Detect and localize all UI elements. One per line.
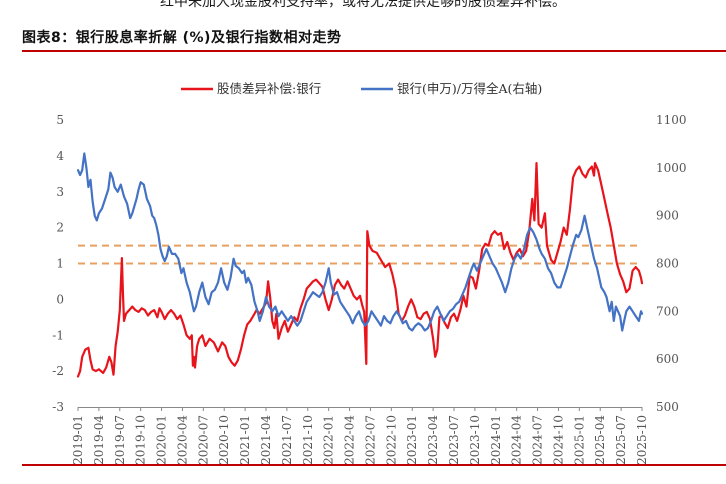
left-tick-label: -3 — [52, 400, 64, 414]
x-tick-label: 2020-10 — [217, 415, 231, 465]
x-tick-label: 2024-07 — [531, 415, 545, 465]
x-tick-label: 2019-10 — [134, 415, 148, 465]
right-tick-label: 1100 — [656, 113, 687, 127]
left-tick-label: 3 — [56, 185, 64, 199]
left-tick-label: 5 — [56, 113, 64, 127]
figure-title-bar: 图表8：银行股息率折解 (%)及银行指数相对走势 — [22, 21, 726, 49]
legend-label-blue: 银行(申万)/万得全A(右轴) — [397, 81, 542, 96]
x-tick-label: 2022-04 — [343, 415, 357, 465]
left-tick-label: -1 — [52, 328, 64, 342]
left-tick-label: -2 — [52, 364, 64, 378]
right-tick-label: 1000 — [656, 161, 687, 175]
x-tick-label: 2021-01 — [238, 415, 252, 465]
series-layer — [76, 152, 644, 378]
x-tick-label: 2022-07 — [363, 415, 377, 465]
x-tick-label: 2025-10 — [635, 415, 649, 465]
legend: 股债差异补偿:银行 银行(申万)/万得全A(右轴) — [181, 81, 542, 96]
x-tick-label: 2023-04 — [426, 415, 440, 465]
left-tick-label: 0 — [56, 292, 64, 306]
right-tick-label: 500 — [656, 400, 679, 414]
right-tick-label: 800 — [656, 257, 679, 271]
legend-label-red: 股债差异补偿:银行 — [217, 81, 321, 96]
x-tick-label: 2019-04 — [92, 415, 106, 465]
axes: 5 4 3 2 1 0 -1 -2 -3 1100 1000 900 800 700 600 500 2019-… — [52, 113, 686, 465]
x-tick-label: 2025-01 — [572, 415, 586, 465]
x-tick-label: 2020-07 — [196, 415, 210, 465]
bottom-rule — [22, 464, 726, 466]
right-tick-label: 600 — [656, 352, 679, 366]
series-line-red — [76, 162, 644, 378]
x-tick-label: 2021-04 — [259, 415, 273, 465]
left-tick-label: 1 — [56, 257, 64, 271]
right-tick-label: 700 — [656, 304, 679, 318]
x-tick-label: 2019-07 — [113, 415, 127, 465]
right-tick-label: 900 — [656, 209, 679, 223]
left-tick-label: 2 — [56, 221, 64, 235]
x-tick-label: 2021-10 — [301, 415, 315, 465]
x-tick-label: 2024-04 — [510, 415, 524, 465]
x-tick-label: 2019-01 — [71, 415, 85, 465]
x-tick-label: 2024-01 — [489, 415, 503, 465]
x-tick-label: 2023-10 — [468, 415, 482, 465]
x-tick-label: 2023-01 — [405, 415, 419, 465]
x-tick-label: 2025-07 — [614, 415, 628, 465]
x-tick-label: 2025-04 — [593, 415, 607, 465]
top-text-fragment: 红中未加大现金股利支持率，或将无法提供足够的股债差异补偿。 — [160, 0, 566, 10]
x-tick-label: 2024-10 — [551, 415, 565, 465]
x-tick-label: 2023-07 — [447, 415, 461, 465]
x-tick-label: 2022-01 — [322, 415, 336, 465]
x-tick-label: 2020-01 — [155, 415, 169, 465]
left-tick-label: 4 — [56, 149, 64, 163]
x-tick-label: 2020-04 — [175, 415, 189, 465]
x-tick-label: 2021-07 — [280, 415, 294, 465]
title-rule — [22, 50, 726, 52]
series-line-blue — [76, 152, 644, 332]
x-tick-label: 2022-10 — [384, 415, 398, 465]
figure-title: 图表8：银行股息率折解 (%)及银行指数相对走势 — [22, 30, 342, 46]
